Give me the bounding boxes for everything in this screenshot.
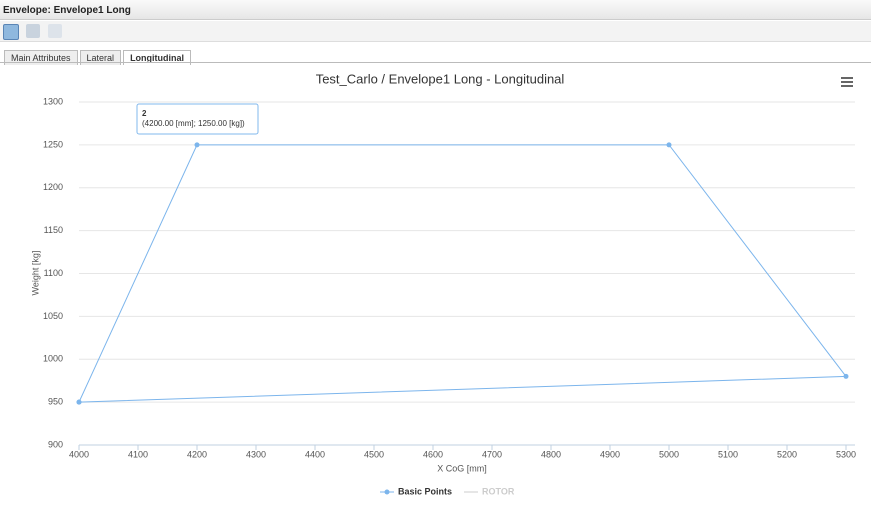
window-title: Envelope: Envelope1 Long xyxy=(0,0,871,20)
y-tick-label: 900 xyxy=(48,439,63,449)
x-tick-label: 4100 xyxy=(128,449,148,459)
x-tick-label: 4300 xyxy=(246,449,266,459)
tab[interactable]: Lateral xyxy=(79,50,122,65)
y-tick-label: 1000 xyxy=(43,354,63,364)
y-tick-label: 1100 xyxy=(44,268,63,278)
legend-label: ROTOR xyxy=(482,486,515,496)
data-point xyxy=(194,142,200,148)
data-point xyxy=(666,142,672,148)
data-point xyxy=(76,399,82,405)
x-tick-label: 4900 xyxy=(600,449,620,459)
y-tick-label: 1150 xyxy=(44,225,63,235)
tooltip-title: 2 xyxy=(142,109,147,118)
y-axis-label: Weight [kg] xyxy=(30,251,40,296)
y-tick-label: 1200 xyxy=(43,182,63,192)
tooltip: 2(4200.00 [mm]; 1250.00 [kg]) xyxy=(136,103,259,135)
data-point xyxy=(843,373,849,379)
y-tick-label: 1050 xyxy=(43,311,63,321)
x-tick-label: 5100 xyxy=(718,449,738,459)
y-tick-label: 1300 xyxy=(43,96,63,106)
legend-marker xyxy=(384,489,390,495)
tab-line xyxy=(0,62,871,63)
tab[interactable]: Main Attributes xyxy=(4,50,78,65)
legend-item[interactable]: ROTOR xyxy=(464,486,515,496)
y-tick-label: 1250 xyxy=(43,139,63,149)
legend-label: Basic Points xyxy=(398,486,452,496)
edit-button[interactable] xyxy=(3,24,19,40)
y-tick-label: 950 xyxy=(48,397,63,407)
toolbar xyxy=(0,21,871,42)
tooltip-box xyxy=(136,103,259,135)
x-tick-label: 4500 xyxy=(364,449,384,459)
save-button[interactable] xyxy=(26,24,40,38)
x-axis-label: X CoG [mm] xyxy=(437,463,487,473)
x-tick-label: 5200 xyxy=(777,449,797,459)
x-tick-label: 4700 xyxy=(482,449,502,459)
legend-item[interactable]: Basic Points xyxy=(380,486,452,496)
x-tick-label: 5000 xyxy=(659,449,679,459)
undo-button[interactable] xyxy=(48,24,62,38)
x-tick-label: 4600 xyxy=(423,449,443,459)
x-tick-label: 4200 xyxy=(187,449,207,459)
x-tick-label: 4800 xyxy=(541,449,561,459)
x-tick-label: 4400 xyxy=(305,449,325,459)
x-tick-label: 5300 xyxy=(836,449,856,459)
chart-title: Test_Carlo / Envelope1 Long - Longitudin… xyxy=(316,71,565,86)
tab-bar: Main Attributes Lateral Longitudinal xyxy=(4,48,193,65)
menu-button[interactable] xyxy=(841,77,853,87)
tooltip-text: (4200.00 [mm]; 1250.00 [kg]) xyxy=(142,119,245,128)
x-tick-label: 4000 xyxy=(69,449,89,459)
tab[interactable]: Longitudinal xyxy=(123,50,192,65)
